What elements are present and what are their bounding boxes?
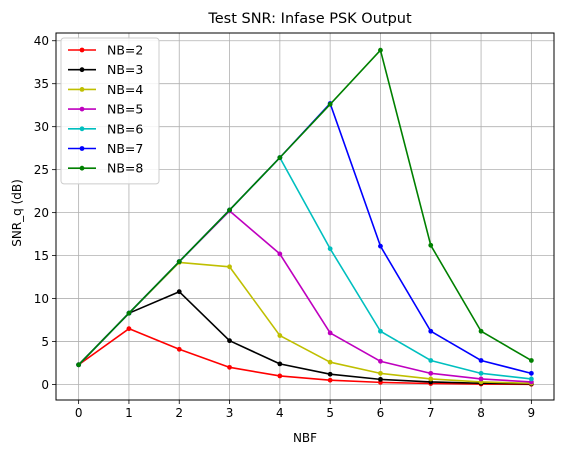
data-point [327,377,333,383]
axis-ticks: 0 1 2 3 4 5 6 7 8 9 0 5 10 15 20 25 30 35 40 [34,34,535,420]
x-tick-label: 8 [477,406,485,420]
data-point [277,361,283,367]
data-point [277,155,283,161]
legend-marker [79,67,85,73]
legend: NB=2 NB=3 NB=4 NB=5 NB=6 NB=7 NB=8 [60,37,160,185]
legend-marker [79,106,85,112]
series-nb-6 [76,155,534,382]
legend-label: NB=7 [107,141,143,156]
data-point [378,47,383,53]
data-point [227,207,232,213]
legend-label: NB=2 [107,43,143,58]
legend-label: NB=4 [107,82,143,97]
data-point [378,243,383,249]
data-point [126,310,132,316]
data-point [378,358,383,364]
y-tick-label: 25 [34,163,49,177]
y-tick-label: 10 [34,292,49,306]
data-point [528,370,534,376]
x-tick-label: 3 [226,406,234,420]
legend-label: NB=6 [107,121,143,136]
y-tick-label: 20 [34,206,49,220]
grid [56,33,554,400]
legend-item: NB=8 [68,161,143,176]
data-point [378,328,383,334]
legend-marker [79,87,85,92]
series-line [78,290,532,385]
legend-label: NB=8 [107,161,143,176]
legend-label: NB=3 [107,62,143,77]
data-point [327,371,333,377]
data-point [327,246,333,252]
y-tick-label: 30 [34,120,49,134]
series-line [78,156,532,380]
legend-marker [79,126,85,132]
x-tick-label: 6 [377,406,385,420]
y-axis-label: SNR_q (dB) [10,179,24,247]
series-nb-4 [76,260,534,386]
data-point [227,364,232,370]
data-point [227,338,232,344]
x-tick-label: 9 [528,406,536,420]
y-tick-label: 40 [34,34,49,48]
data-point [227,264,232,270]
data-point [478,370,484,376]
data-point [428,358,434,363]
x-tick-label: 5 [326,406,334,420]
legend-marker [79,165,85,171]
legend-marker [79,47,85,53]
y-tick-label: 35 [34,77,49,91]
data-point [327,330,333,336]
y-tick-label: 5 [41,335,49,349]
x-tick-label: 0 [75,406,83,420]
data-point [277,373,283,379]
y-tick-label: 15 [34,249,49,263]
legend-item: NB=2 [68,43,143,58]
legend-item: NB=5 [68,102,143,117]
data-point [76,362,82,368]
series-line [78,49,532,366]
legend-label: NB=5 [107,102,143,117]
data-point [176,289,182,295]
y-tick-label: 0 [41,378,49,392]
data-point [428,328,434,334]
data-point [327,101,333,107]
series-layer [76,47,534,387]
data-point [126,326,132,332]
legend-marker [79,146,85,151]
chart-title: Test SNR: Infase PSK Output [207,11,412,27]
data-point [176,259,182,265]
series-line [78,261,532,385]
legend-item: NB=7 [68,141,143,156]
plot-frame [55,32,555,401]
data-point [428,370,434,376]
legend-item: NB=4 [68,82,143,97]
data-point [428,242,434,248]
x-axis-label: NBF [293,431,317,445]
data-point [327,359,333,365]
x-tick-label: 4 [276,406,284,420]
x-tick-label: 1 [125,406,133,420]
legend-item: NB=3 [68,62,143,77]
data-point [428,376,434,382]
data-point [478,328,484,334]
data-point [528,358,534,363]
legend-box [60,37,160,185]
data-point [378,370,383,376]
series-nb-8 [76,47,534,368]
legend-item: NB=6 [68,121,143,136]
data-point [478,376,484,382]
data-point [176,346,182,352]
data-point [528,376,534,382]
x-tick-label: 2 [175,406,183,420]
data-point [277,333,283,338]
data-point [478,358,484,363]
series-line [78,327,532,386]
x-tick-label: 7 [427,406,435,420]
data-point [277,251,283,257]
data-point [378,376,383,382]
